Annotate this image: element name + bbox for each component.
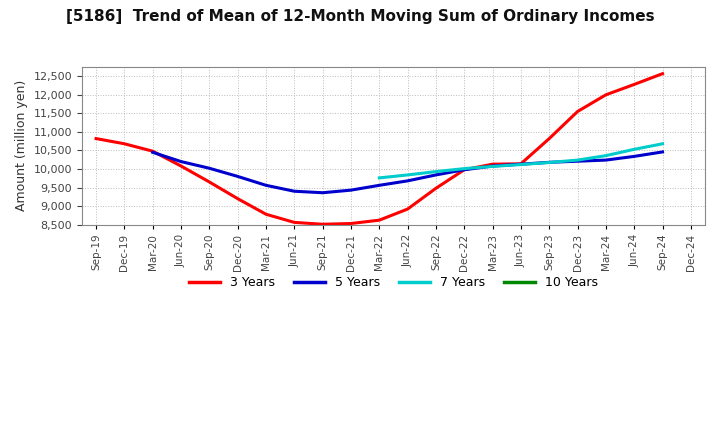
Legend: 3 Years, 5 Years, 7 Years, 10 Years: 3 Years, 5 Years, 7 Years, 10 Years xyxy=(184,271,603,294)
Y-axis label: Amount (million yen): Amount (million yen) xyxy=(15,80,28,212)
Text: [5186]  Trend of Mean of 12-Month Moving Sum of Ordinary Incomes: [5186] Trend of Mean of 12-Month Moving … xyxy=(66,9,654,24)
